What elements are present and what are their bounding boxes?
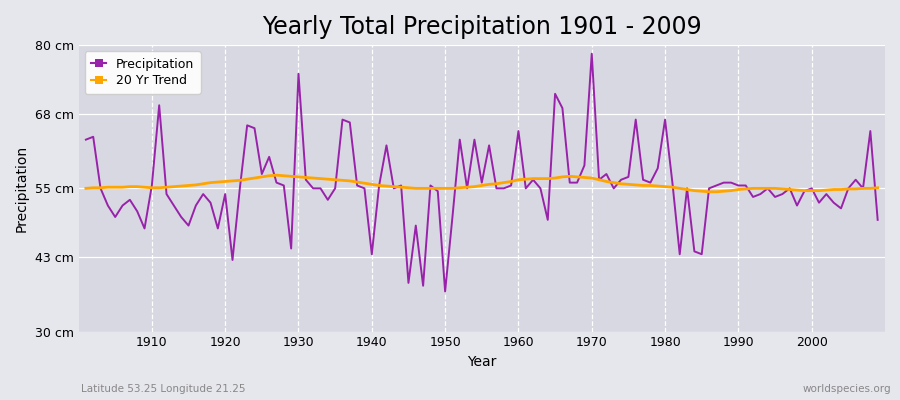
Text: Latitude 53.25 Longitude 21.25: Latitude 53.25 Longitude 21.25 [81, 384, 246, 394]
Text: worldspecies.org: worldspecies.org [803, 384, 891, 394]
Y-axis label: Precipitation: Precipitation [15, 145, 29, 232]
Title: Yearly Total Precipitation 1901 - 2009: Yearly Total Precipitation 1901 - 2009 [262, 15, 702, 39]
X-axis label: Year: Year [467, 355, 497, 369]
Legend: Precipitation, 20 Yr Trend: Precipitation, 20 Yr Trend [85, 51, 201, 94]
